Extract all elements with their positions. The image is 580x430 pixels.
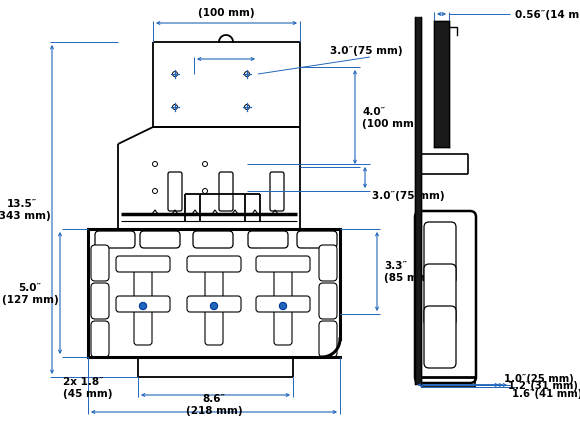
FancyBboxPatch shape	[91, 321, 109, 357]
FancyBboxPatch shape	[424, 264, 456, 326]
FancyBboxPatch shape	[219, 172, 233, 212]
Text: 3.0″(75 mm): 3.0″(75 mm)	[330, 46, 403, 56]
Text: 4.0″
(100 mm): 4.0″ (100 mm)	[362, 107, 419, 129]
Text: 8.6″
(218 mm): 8.6″ (218 mm)	[186, 393, 242, 415]
FancyBboxPatch shape	[140, 231, 180, 249]
FancyBboxPatch shape	[424, 222, 456, 284]
Text: 1.0″(25 mm): 1.0″(25 mm)	[504, 373, 574, 383]
FancyBboxPatch shape	[193, 231, 233, 249]
Text: 13.5″
(343 mm): 13.5″ (343 mm)	[0, 199, 50, 220]
Text: 0.56″(14 mm): 0.56″(14 mm)	[515, 10, 580, 20]
FancyBboxPatch shape	[274, 269, 292, 345]
FancyBboxPatch shape	[91, 283, 109, 319]
FancyBboxPatch shape	[205, 269, 223, 345]
FancyBboxPatch shape	[270, 172, 284, 212]
FancyBboxPatch shape	[256, 256, 310, 272]
FancyBboxPatch shape	[297, 231, 337, 249]
FancyBboxPatch shape	[134, 269, 152, 345]
Text: 3.3″
(85 mm): 3.3″ (85 mm)	[384, 261, 433, 282]
Circle shape	[140, 303, 147, 310]
FancyBboxPatch shape	[168, 172, 182, 212]
FancyBboxPatch shape	[319, 321, 337, 357]
FancyBboxPatch shape	[424, 306, 456, 368]
FancyBboxPatch shape	[187, 256, 241, 272]
FancyBboxPatch shape	[187, 296, 241, 312]
Circle shape	[280, 303, 287, 310]
FancyBboxPatch shape	[248, 231, 288, 249]
FancyBboxPatch shape	[256, 296, 310, 312]
FancyBboxPatch shape	[319, 283, 337, 319]
FancyBboxPatch shape	[91, 246, 109, 281]
FancyBboxPatch shape	[415, 212, 476, 383]
Circle shape	[211, 303, 218, 310]
FancyBboxPatch shape	[95, 231, 135, 249]
Text: 1.2″(31 mm): 1.2″(31 mm)	[508, 380, 578, 390]
FancyBboxPatch shape	[319, 246, 337, 281]
Text: 1.6″(41 mm): 1.6″(41 mm)	[512, 388, 580, 398]
Bar	[434, 22, 449, 147]
Text: 5.0″
(127 mm): 5.0″ (127 mm)	[2, 283, 59, 304]
Text: 3.0″(75 mm): 3.0″(75 mm)	[372, 190, 445, 200]
Text: 2x 1.8″
(45 mm): 2x 1.8″ (45 mm)	[63, 376, 113, 398]
Text: (100 mm): (100 mm)	[198, 8, 255, 18]
Bar	[415, 18, 421, 384]
FancyBboxPatch shape	[116, 296, 170, 312]
FancyBboxPatch shape	[116, 256, 170, 272]
